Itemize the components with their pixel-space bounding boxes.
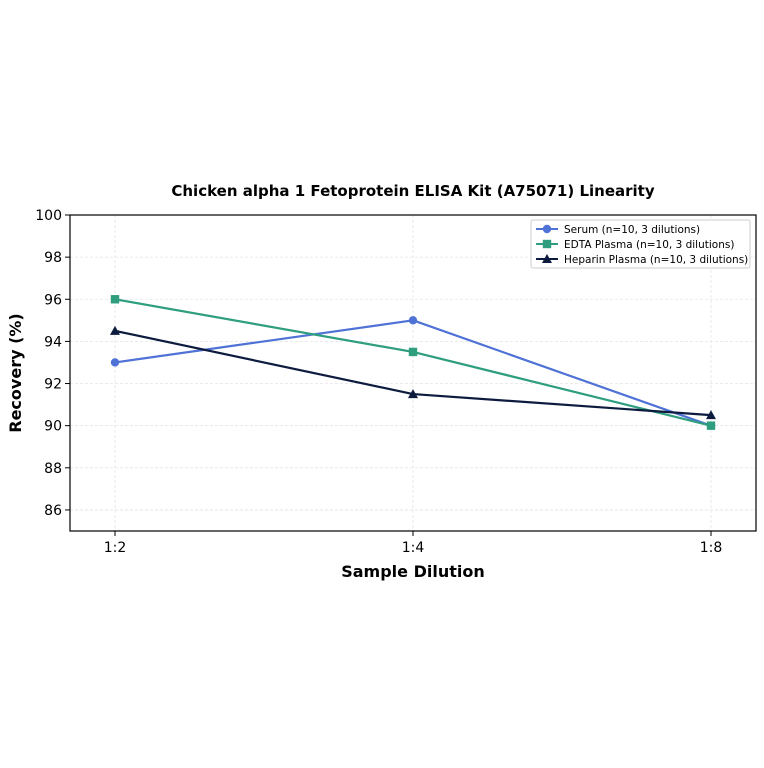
legend-marker — [542, 239, 552, 249]
y-tick-label: 100 — [35, 208, 62, 224]
x-axis-label: Sample Dilution — [341, 562, 485, 581]
x-tick-label: 1:4 — [402, 540, 425, 556]
legend-label: Heparin Plasma (n=10, 3 dilutions) — [564, 254, 748, 266]
legend-box — [530, 219, 751, 269]
legend-marker — [542, 224, 552, 234]
legend-item: Heparin Plasma (n=10, 3 dilutions) — [536, 254, 748, 266]
x-tick-label: 1:2 — [104, 540, 127, 556]
x-tick-label: 1:8 — [700, 540, 723, 556]
y-tick-label: 86 — [44, 503, 62, 519]
series-layer — [110, 295, 716, 430]
y-tick-label: 96 — [44, 292, 62, 308]
chart-title: Chicken alpha 1 Fetoprotein ELISA Kit (A… — [171, 182, 654, 200]
y-tick-label: 92 — [44, 377, 62, 393]
data-point — [408, 316, 418, 325]
y-axis-label: Recovery (%) — [6, 313, 25, 432]
legend-item: EDTA Plasma (n=10, 3 dilutions) — [536, 239, 734, 251]
legend-item: Serum (n=10, 3 dilutions) — [536, 224, 700, 236]
series-1 — [110, 295, 716, 430]
y-tick-label: 98 — [44, 250, 62, 266]
y-tick-label: 90 — [44, 419, 62, 435]
y-tick-label: 94 — [44, 334, 62, 350]
data-point — [408, 389, 418, 399]
data-point — [706, 421, 716, 430]
data-point — [110, 358, 120, 367]
data-point — [706, 410, 716, 420]
series-2 — [110, 325, 716, 420]
legend-label: Serum (n=10, 3 dilutions) — [564, 224, 700, 236]
legend-marker — [542, 254, 552, 263]
data-point — [408, 347, 418, 357]
data-point — [110, 295, 120, 304]
data-point — [110, 325, 120, 335]
legend-label: EDTA Plasma (n=10, 3 dilutions) — [564, 239, 734, 251]
y-tick-label: 88 — [44, 461, 62, 477]
legend: Serum (n=10, 3 dilutions) EDTA Plasma (n=… — [530, 219, 751, 269]
axes: 86 88 90 92 94 96 98 100 1:2 1:4 1:8 — [35, 208, 722, 556]
